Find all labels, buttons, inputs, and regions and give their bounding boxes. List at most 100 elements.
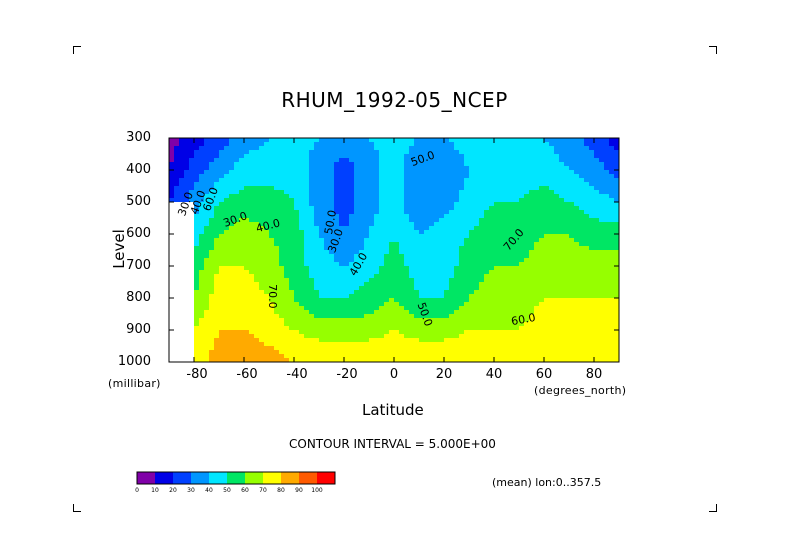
heatmap-cell <box>264 202 270 207</box>
heatmap-cell <box>229 258 235 263</box>
heatmap-cell <box>584 182 590 187</box>
heatmap-cell <box>169 226 175 231</box>
heatmap-cell <box>299 310 305 315</box>
heatmap-cell <box>179 166 185 171</box>
heatmap-cell <box>464 302 470 307</box>
heatmap-cell <box>259 198 265 203</box>
heatmap-cell <box>444 310 450 315</box>
heatmap-cell <box>494 242 500 247</box>
heatmap-cell <box>539 270 545 275</box>
heatmap-cell <box>459 262 465 267</box>
heatmap-cell <box>529 330 535 335</box>
heatmap-cell <box>264 266 270 271</box>
heatmap-cell <box>299 290 305 295</box>
heatmap-cell <box>409 346 415 351</box>
heatmap-cell <box>609 226 615 231</box>
heatmap-cell <box>329 230 335 235</box>
heatmap-cell <box>469 310 475 315</box>
heatmap-cell <box>199 166 205 171</box>
heatmap-cell <box>399 154 405 159</box>
heatmap-cell <box>219 282 225 287</box>
heatmap-cell <box>319 154 325 159</box>
heatmap-cell <box>189 214 195 219</box>
heatmap-cell <box>304 186 310 191</box>
heatmap-cell <box>199 202 205 207</box>
heatmap-cell <box>559 278 565 283</box>
heatmap-cell <box>379 186 385 191</box>
heatmap-cell <box>309 254 315 259</box>
heatmap-cell <box>464 274 470 279</box>
heatmap-cell <box>314 166 320 171</box>
heatmap-cell <box>604 338 610 343</box>
heatmap-cell <box>449 170 455 175</box>
heatmap-cell <box>179 338 185 343</box>
heatmap-cell <box>579 286 585 291</box>
heatmap-cell <box>524 190 530 195</box>
heatmap-cell <box>244 290 250 295</box>
heatmap-cell <box>179 274 185 279</box>
heatmap-cell <box>584 162 590 167</box>
heatmap-cell <box>549 166 555 171</box>
heatmap-cell <box>299 214 305 219</box>
heatmap-cell <box>224 310 230 315</box>
heatmap-cell <box>279 246 285 251</box>
heatmap-cell <box>309 178 315 183</box>
heatmap-cell <box>374 338 380 343</box>
heatmap-cell <box>234 210 240 215</box>
heatmap-cell <box>274 186 280 191</box>
heatmap-cell <box>324 266 330 271</box>
heatmap-cell <box>474 146 480 151</box>
heatmap-cell <box>579 302 585 307</box>
heatmap-cell <box>539 342 545 347</box>
heatmap-cell <box>314 334 320 339</box>
heatmap-cell <box>204 354 210 359</box>
heatmap-cell <box>579 294 585 299</box>
heatmap-cell <box>509 234 515 239</box>
heatmap-cell <box>609 302 615 307</box>
heatmap-cell <box>519 174 525 179</box>
heatmap-cell <box>534 302 540 307</box>
heatmap-cell <box>404 230 410 235</box>
heatmap-cell <box>459 290 465 295</box>
heatmap-cell <box>224 210 230 215</box>
heatmap-cell <box>329 194 335 199</box>
heatmap-cell <box>544 206 550 211</box>
heatmap-cell <box>374 310 380 315</box>
heatmap-cell <box>474 214 480 219</box>
heatmap-cell <box>474 230 480 235</box>
heatmap-cell <box>179 250 185 255</box>
heatmap-cell <box>184 138 190 143</box>
heatmap-cell <box>504 230 510 235</box>
heatmap-cell <box>594 210 600 215</box>
heatmap-cell <box>209 298 215 303</box>
heatmap-cell <box>209 186 215 191</box>
heatmap-cell <box>334 138 340 143</box>
heatmap-cell <box>514 194 520 199</box>
heatmap-cell <box>369 194 375 199</box>
heatmap-cell <box>179 206 185 211</box>
heatmap-cell <box>474 190 480 195</box>
heatmap-cell <box>259 146 265 151</box>
heatmap-cell <box>449 166 455 171</box>
heatmap-cell <box>514 222 520 227</box>
heatmap-cell <box>369 318 375 323</box>
heatmap-cell <box>534 170 540 175</box>
heatmap-cell <box>479 158 485 163</box>
heatmap-cell <box>254 206 260 211</box>
heatmap-cell <box>319 206 325 211</box>
heatmap-cell <box>169 262 175 267</box>
heatmap-cell <box>184 186 190 191</box>
heatmap-cell <box>259 250 265 255</box>
heatmap-cell <box>559 214 565 219</box>
heatmap-cell <box>189 242 195 247</box>
heatmap-cell <box>324 182 330 187</box>
heatmap-cell <box>414 178 420 183</box>
heatmap-cell <box>219 342 225 347</box>
heatmap-cell <box>174 154 180 159</box>
heatmap-cell <box>524 210 530 215</box>
heatmap-cell <box>374 194 380 199</box>
heatmap-cell <box>284 242 290 247</box>
heatmap-cell <box>614 266 619 271</box>
heatmap-cell <box>274 294 280 299</box>
heatmap-cell <box>224 158 230 163</box>
